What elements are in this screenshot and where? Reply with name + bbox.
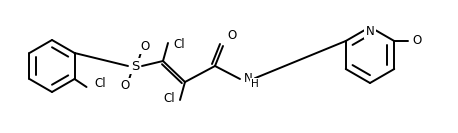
Text: O: O — [120, 79, 130, 92]
Text: Cl: Cl — [94, 77, 106, 90]
Text: H: H — [251, 79, 259, 89]
Text: O: O — [140, 40, 150, 53]
Text: S: S — [131, 59, 139, 72]
Text: O: O — [227, 29, 236, 42]
Text: N: N — [244, 72, 252, 86]
Text: Cl: Cl — [173, 38, 185, 51]
Text: O: O — [412, 34, 421, 47]
Text: Cl: Cl — [164, 92, 175, 105]
Text: N: N — [365, 25, 374, 38]
